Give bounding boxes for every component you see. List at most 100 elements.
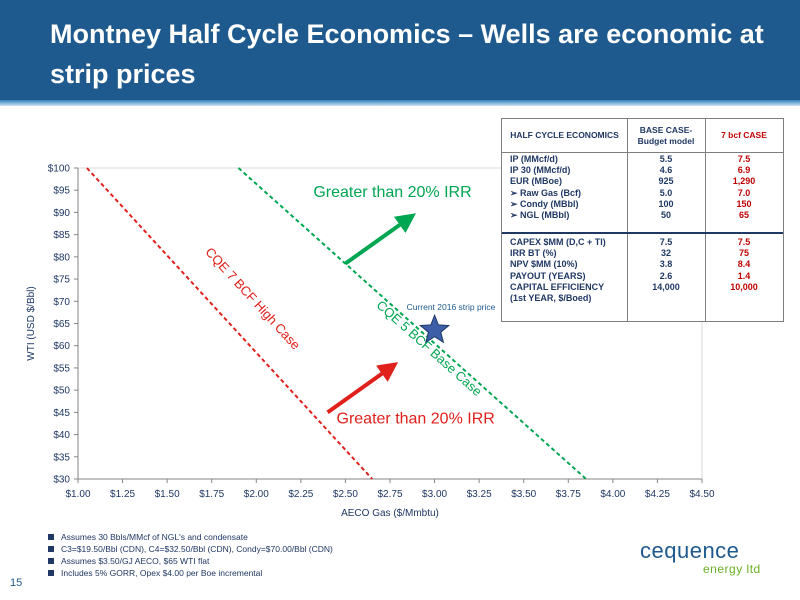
x-tick-label: $2.00 [244, 489, 269, 500]
row-7bcf-value: 8.4 [737, 259, 751, 270]
table-row: ➢ NGL (MBbl) 50 65 [502, 210, 783, 221]
row-7bcf-value: 1.4 [737, 270, 751, 281]
row-7bcf-value: 7.0 [737, 187, 751, 198]
irr-arrow [326, 362, 399, 414]
row-7bcf-value: 1,290 [732, 176, 756, 187]
assumption-notes: Assumes 30 Bbls/MMcf of NGL's and conden… [48, 531, 333, 579]
table-row: NPV $MM (10%) 3.8 8.4 [502, 259, 783, 270]
note-item: Assumes $3.50/GJ AECO, $65 WTI flat [48, 555, 333, 567]
row-base-value: 32 [660, 248, 671, 259]
table-header-7bcf-case: 7 bcf CASE [721, 130, 767, 140]
x-tick-label: $2.50 [333, 489, 358, 500]
y-tick-label: $100 [48, 164, 71, 175]
series-label: CQE 7 BCF High Case [202, 244, 303, 352]
y-tick-label: $55 [53, 363, 70, 374]
irr-annotation: Greater than 20% IRR [337, 410, 495, 427]
table-header-metric: HALF CYCLE ECONOMICS [510, 130, 619, 140]
y-tick-label: $45 [53, 408, 70, 419]
row-base-value: 100 [658, 198, 674, 209]
row-base-value: 14,000 [652, 281, 680, 292]
table-row: IP (MMcf/d) 5.5 7.5 [502, 154, 783, 165]
y-tick-label: $60 [53, 341, 70, 352]
x-tick-label: $1.50 [155, 489, 180, 500]
table-row: IRR BT (%) 32 75 [502, 248, 783, 259]
table-row: ➢ Raw Gas (Bcf) 5.0 7.0 [502, 188, 783, 199]
y-tick-label: $65 [53, 319, 70, 330]
page-number: 15 [10, 577, 23, 589]
x-tick-label: $3.50 [511, 489, 536, 500]
row-label: IRR BT (%) [510, 248, 557, 259]
x-tick-label: $3.00 [422, 489, 447, 500]
x-tick-label: $3.75 [556, 489, 581, 500]
row-base-value: 50 [660, 209, 671, 220]
y-tick-label: $80 [53, 252, 70, 263]
table-header-base-case: BASE CASE- Budget model [637, 124, 695, 146]
row-7bcf-value: 75 [738, 248, 749, 259]
y-tick-label: $85 [53, 230, 70, 241]
row-label: (1st YEAR, $/Boed) [510, 292, 592, 303]
row-7bcf-value: 150 [736, 198, 752, 209]
table-row: EUR (MBoe) 925 1,290 [502, 176, 783, 187]
series-label: CQE 5 BCF Base Case [374, 297, 485, 399]
strip-price-label: Current 2016 strip price [407, 302, 496, 312]
strip-price-star-marker [418, 313, 451, 344]
row-label: EUR (MBoe) [510, 176, 562, 187]
x-tick-label: $4.25 [645, 489, 670, 500]
x-tick-label: $4.00 [600, 489, 625, 500]
row-label: IP 30 (MMcf/d) [510, 165, 571, 176]
row-label: NPV $MM (10%) [510, 259, 578, 270]
slide-header [0, 0, 800, 100]
table-section-financials: CAPEX $MM (D,C + TI) 7.5 7.5 IRR BT (%) 32 75… [502, 237, 783, 304]
table-row: IP 30 (MMcf/d) 4.6 6.9 [502, 165, 783, 176]
row-7bcf-value: 7.5 [737, 154, 751, 164]
note-item: C3=$19.50/Bbl (CDN), C4=$32.50/Bbl (CDN)… [48, 543, 333, 555]
row-base-value: 2.6 [659, 270, 673, 281]
row-label: ➢ Raw Gas (Bcf) [510, 187, 582, 198]
series-line [237, 167, 587, 480]
table-row: CAPEX $MM (D,C + TI) 7.5 7.5 [502, 237, 783, 248]
row-base-value: 4.6 [659, 165, 673, 176]
row-label: PAYOUT (YEARS) [510, 270, 586, 281]
x-tick-label: $1.00 [65, 489, 90, 500]
x-tick-label: $2.75 [377, 489, 402, 500]
row-base-value: 5.0 [659, 187, 673, 198]
slide-title: Montney Half Cycle Economics – Wells are… [50, 19, 764, 89]
x-tick-label: $4.50 [689, 489, 714, 500]
table-row: PAYOUT (YEARS) 2.6 1.4 [502, 271, 783, 282]
note-item: Includes 5% GORR, Opex $4.00 per Boe inc… [48, 567, 333, 579]
table-row: CAPITAL EFFICIENCY 14,000 10,000 [502, 282, 783, 293]
row-base-value: 5.5 [659, 154, 673, 164]
row-7bcf-value: 7.5 [737, 237, 751, 247]
y-tick-label: $35 [53, 452, 70, 463]
table-section-production: IP (MMcf/d) 5.5 7.5 IP 30 (MMcf/d) 4.6 6.9 EUR… [502, 154, 783, 221]
company-logo-subtitle: energy ltd [703, 562, 761, 576]
half-cycle-economics-table: HALF CYCLE ECONOMICS BASE CASE- Budget m… [501, 118, 784, 322]
y-tick-label: $50 [53, 386, 70, 397]
y-tick-label: $70 [53, 297, 70, 308]
y-tick-label: $90 [53, 208, 70, 219]
row-7bcf-value: 6.9 [737, 165, 751, 176]
x-tick-label: $3.25 [467, 489, 492, 500]
x-tick-label: $1.25 [110, 489, 135, 500]
note-item: Assumes 30 Bbls/MMcf of NGL's and conden… [48, 531, 333, 543]
row-label: CAPEX $MM (D,C + TI) [510, 237, 606, 247]
row-7bcf-value: 65 [738, 209, 749, 220]
x-tick-label: $2.25 [288, 489, 313, 500]
header-divider [0, 100, 800, 106]
table-row: ➢ Condy (MBbl) 100 150 [502, 199, 783, 210]
y-axis-label: WTI (USD $/Bbl) [26, 286, 37, 360]
row-base-value: 7.5 [659, 237, 673, 247]
x-tick-label: $1.75 [199, 489, 224, 500]
row-base-value: 3.8 [659, 259, 673, 270]
y-tick-label: $75 [53, 275, 70, 286]
company-logo: cequence [640, 538, 740, 563]
row-label: ➢ Condy (MBbl) [510, 198, 579, 209]
x-axis-label: AECO Gas ($/Mmbtu) [341, 508, 439, 519]
table-row: (1st YEAR, $/Boed) [502, 293, 783, 304]
row-7bcf-value: 10,000 [730, 281, 758, 292]
irr-annotation: Greater than 20% IRR [313, 184, 471, 201]
row-label: IP (MMcf/d) [510, 154, 558, 164]
series-line [86, 167, 373, 480]
row-label: CAPITAL EFFICIENCY [510, 281, 605, 292]
